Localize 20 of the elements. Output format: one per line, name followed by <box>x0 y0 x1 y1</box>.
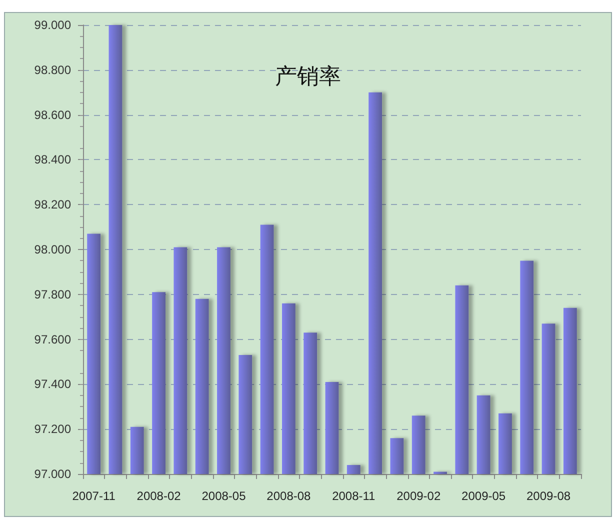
y-tick-label: 98.600 <box>34 108 72 122</box>
x-tick-label: 2009-08 <box>526 489 571 503</box>
y-tick-label: 97.400 <box>34 377 72 392</box>
x-tick-label: 2008-02 <box>136 489 182 503</box>
y-tick-label: 97.800 <box>34 287 72 302</box>
y-tick-label: 98.200 <box>34 198 72 212</box>
x-tick-label: 2009-02 <box>396 489 441 503</box>
y-tick-label: 97.000 <box>34 467 72 481</box>
y-tick-label: 97.200 <box>34 422 72 436</box>
y-tick-label: 97.600 <box>34 332 72 346</box>
x-tick-label: 2007-11 <box>72 489 116 503</box>
text: 产销率 <box>275 64 341 90</box>
x-tick-label: 2009-05 <box>462 489 506 503</box>
y-tick-label: 98.400 <box>34 152 72 167</box>
y-tick-label: 98.800 <box>34 62 72 77</box>
x-tick-label: 2008-05 <box>202 489 246 503</box>
x-tick-label: 2008-11 <box>332 489 376 503</box>
y-tick-label: 99.000 <box>34 18 72 32</box>
y-tick-label: 98.000 <box>34 242 72 256</box>
x-tick-label: 2008-08 <box>266 489 312 503</box>
